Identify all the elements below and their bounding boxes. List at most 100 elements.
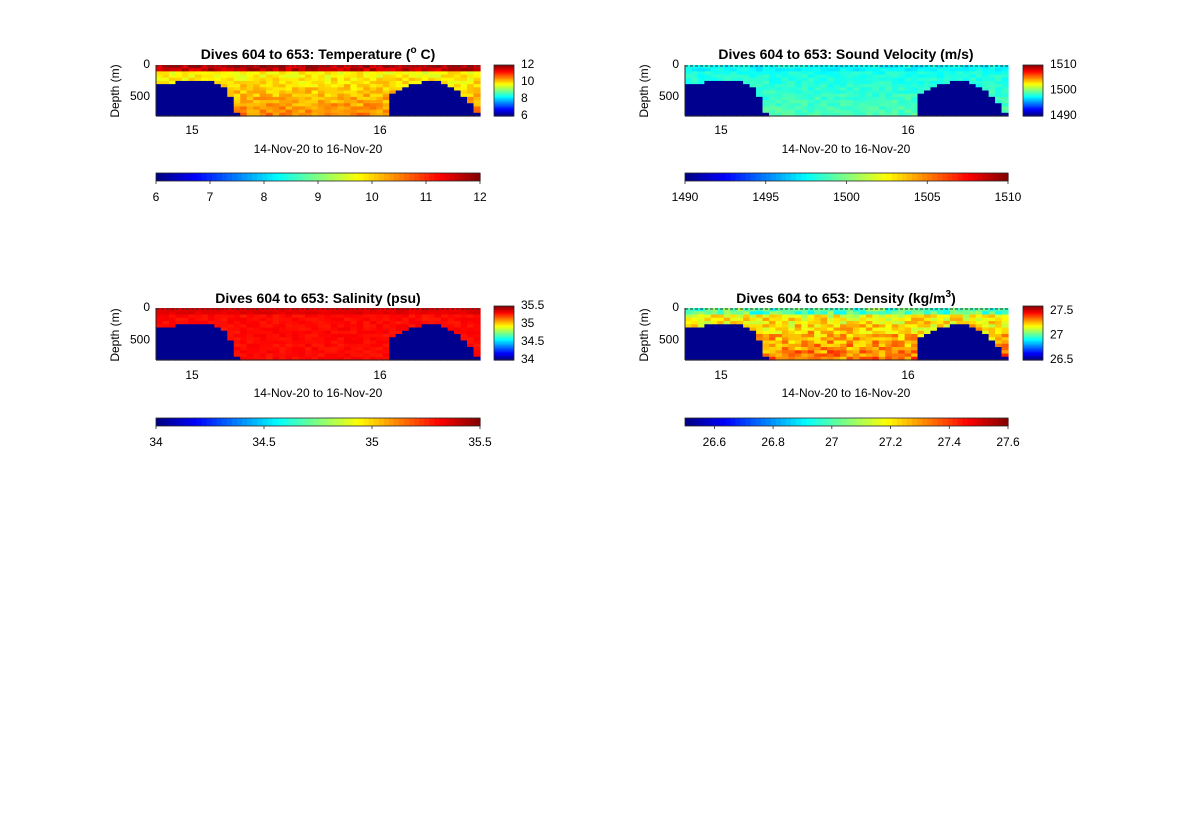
heatmap-cell: [460, 324, 468, 329]
heatmap-cell: [697, 334, 705, 338]
heatmap-cell: [259, 343, 267, 348]
heatmap-cell: [369, 109, 377, 114]
heatmap-cell: [201, 311, 209, 316]
heatmap-cell: [820, 103, 828, 108]
heatmap-cell: [181, 324, 189, 329]
heatmap-cell: [356, 84, 364, 88]
heatmap-cell: [794, 321, 802, 325]
heatmap-cell: [982, 324, 990, 329]
heatmap-cell: [175, 68, 183, 72]
heatmap-cell: [768, 68, 777, 72]
heatmap-cell: [904, 109, 912, 114]
heatmap-cell: [369, 103, 377, 108]
heatmap-cell: [408, 103, 416, 108]
heatmap-cell: [298, 337, 306, 342]
heatmap-cell: [292, 353, 300, 358]
heatmap-cell: [807, 330, 815, 335]
heatmap-cell: [292, 317, 300, 322]
x-tick-label: 16: [373, 123, 387, 137]
heatmap-cell: [975, 100, 983, 104]
heatmap-cell: [943, 330, 951, 335]
heatmap-cell: [691, 353, 699, 358]
heatmap-cell: [872, 87, 880, 92]
heatmap-cell: [305, 337, 313, 342]
heatmap-cell: [441, 103, 449, 108]
heatmap-cell: [447, 100, 455, 104]
heatmap-cell: [389, 324, 397, 329]
heatmap-cell: [988, 314, 996, 319]
heatmap-cell: [878, 103, 886, 108]
colorbar-segment: [1023, 346, 1043, 349]
heatmap-cell: [833, 112, 841, 117]
heatmap-cell: [904, 80, 912, 85]
heatmap-cell: [168, 112, 177, 117]
heatmap-cell: [285, 353, 293, 358]
heatmap-cell: [441, 330, 449, 335]
heatmap-cell: [794, 317, 802, 322]
heatmap-cell: [285, 347, 293, 351]
heatmap-cell: [749, 96, 757, 101]
heatmap-cell: [762, 347, 770, 351]
heatmap-cell: [801, 321, 809, 325]
colorbar-segment: [494, 335, 514, 338]
heatmap-cell: [911, 330, 919, 335]
heatmap-cell: [859, 84, 867, 88]
heatmap-cell: [859, 68, 867, 72]
colorbar-segment: [790, 418, 797, 426]
heatmap-cell: [820, 90, 828, 95]
heatmap-cell: [447, 74, 455, 79]
heatmap-cell: [272, 314, 280, 319]
heatmap-cell: [807, 100, 815, 104]
heatmap-cell: [891, 343, 899, 348]
heatmap-cell: [434, 334, 442, 338]
heatmap-cell: [473, 80, 481, 85]
heatmap-cell: [201, 334, 209, 338]
heatmap-cell: [814, 334, 822, 338]
heatmap-cell: [872, 103, 880, 108]
heatmap-cell: [982, 327, 990, 332]
heatmap-cell: [717, 87, 725, 92]
colorbar-segment: [796, 173, 802, 181]
heatmap-cell: [428, 334, 436, 338]
heatmap-cell: [428, 350, 436, 355]
colorbar-segment: [1023, 319, 1043, 322]
heatmap-cell: [898, 337, 906, 342]
heatmap-cell: [898, 334, 906, 338]
heatmap-cell: [402, 87, 410, 92]
heatmap-cell: [917, 324, 925, 329]
heatmap-cell: [904, 311, 912, 316]
heatmap-cell: [363, 314, 371, 319]
heatmap-cell: [175, 356, 183, 361]
colorbar-segment: [328, 173, 334, 181]
heatmap-cell: [227, 356, 235, 361]
heatmap-cell: [415, 356, 423, 361]
heatmap-cell: [717, 347, 725, 351]
heatmap-cell: [697, 74, 705, 79]
heatmap-cell: [691, 308, 699, 312]
heatmap-cell: [988, 103, 996, 108]
colorbar-segment: [725, 173, 732, 181]
heatmap-cell: [350, 112, 358, 117]
heatmap-cell: [402, 100, 410, 104]
colorbar-segment: [494, 94, 514, 97]
heatmap-cell: [949, 334, 957, 338]
heatmap-cell: [685, 93, 693, 98]
heatmap-cell: [697, 103, 705, 108]
heatmap-cell: [975, 356, 983, 361]
heatmap-cell: [207, 321, 215, 325]
heatmap-cell: [441, 308, 449, 312]
heatmap-cell: [279, 100, 287, 104]
heatmap-cell: [794, 330, 802, 335]
heatmap-cell: [794, 314, 802, 319]
heatmap-cell: [781, 321, 789, 325]
heatmap-cell: [156, 68, 164, 72]
heatmap-cell: [207, 74, 215, 79]
heatmap-cell: [936, 353, 944, 358]
heatmap-cell: [227, 100, 235, 104]
heatmap-cell: [311, 308, 319, 312]
heatmap-cell: [962, 317, 970, 322]
heatmap-cell: [428, 65, 436, 69]
colorbar-segment: [1023, 90, 1043, 93]
heatmap-cell: [460, 340, 468, 345]
heatmap-cell: [982, 84, 990, 88]
